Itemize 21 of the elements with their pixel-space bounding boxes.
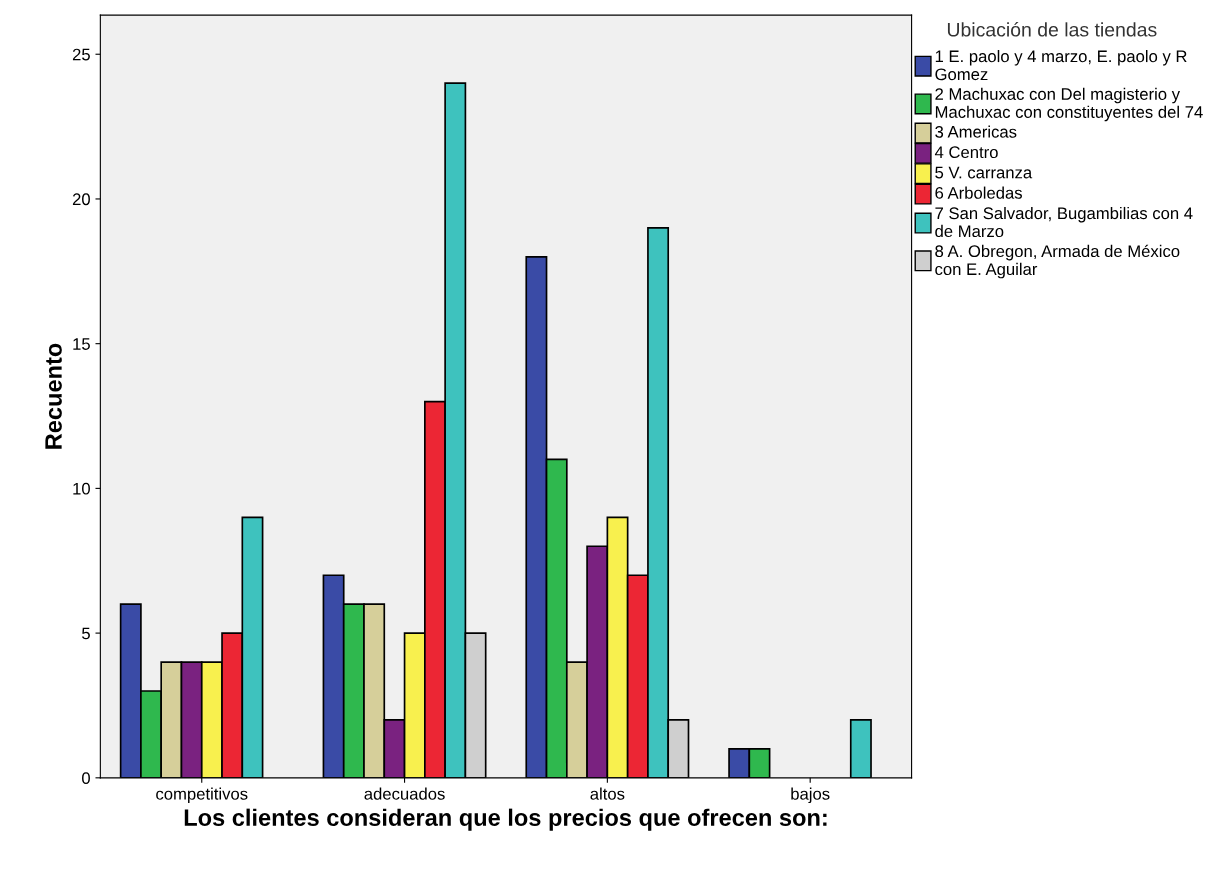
y-axis-title: Recuento (45, 343, 62, 449)
x-axis-title: Los clientes consideran que los precios que ofrecen son: (184, 808, 827, 831)
legend-title: Ubicación de las tiendas (947, 22, 1157, 37)
y-tick-label: 20 (72, 193, 90, 206)
y-tick-label: 5 (82, 627, 90, 640)
legend-label: 6 Arboledas (935, 186, 1022, 199)
x-tick-label: adecuados (364, 787, 445, 800)
legend-label: 2 Machuxac con Del magisterio y Machuxac con constituyentes del 74 (935, 87, 1203, 122)
y-tick-label: 25 (72, 48, 90, 61)
legend-label: 8 A. Obregon, Armada de México con E. Aguilar (935, 244, 1180, 279)
legend-label: 7 San Salvador, Bugambilias con 4 de Marzo (935, 206, 1193, 238)
y-tick-label: 0 (82, 772, 90, 785)
legend-label: 1 E. paolo y 4 marzo, E. paolo y R Gomez (935, 50, 1187, 81)
x-tick-label: bajos (791, 787, 830, 804)
legend-label: 4 Centro (934, 146, 998, 159)
y-tick-label: 10 (73, 482, 90, 495)
legend-label: 5 V. carranza (935, 166, 1033, 179)
x-tick-label: altos (590, 787, 625, 800)
x-tick-label: competitivos (156, 787, 248, 804)
y-tick-label: 15 (73, 338, 90, 350)
legend-label: 3 Americas (935, 125, 1017, 138)
